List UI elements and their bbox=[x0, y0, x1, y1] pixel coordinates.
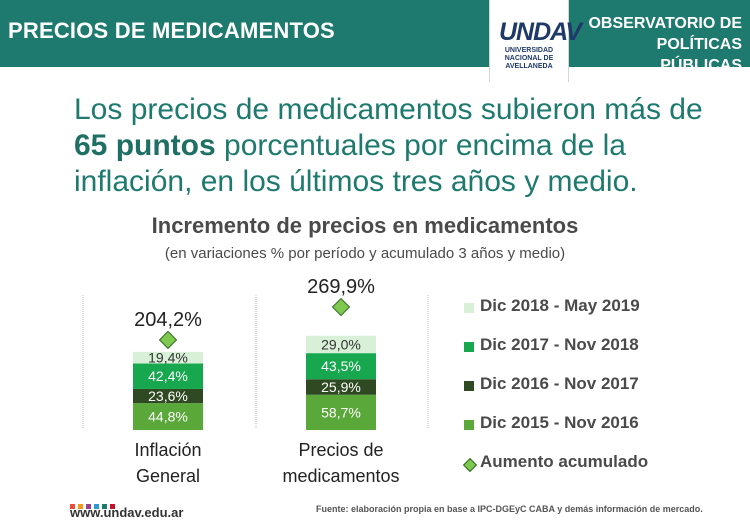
stacked-bar-chart: 44,8% 23,6% 42,4% 19,4% 204,2% Inflación Gener… bbox=[82, 276, 429, 486]
legend-label: Dic 2016 - Nov 2017 bbox=[480, 374, 639, 393]
category-label: Precios de bbox=[298, 440, 383, 460]
brand-dot bbox=[110, 504, 115, 509]
brand-dot bbox=[70, 504, 75, 509]
legend-label: Aumento acumulado bbox=[480, 452, 649, 471]
headline: Los precios de medicamentos subieron más… bbox=[74, 92, 714, 200]
category-label: medicamentos bbox=[282, 466, 399, 486]
bar-segment bbox=[306, 353, 376, 380]
legend-label: Dic 2018 - May 2019 bbox=[480, 296, 640, 315]
undav-logo: UNDAV UNIVERSIDAD NACIONAL DE AVELLANEDA bbox=[489, 0, 582, 82]
accumulated-diamond bbox=[158, 330, 178, 350]
bar-value-label: 23,6% bbox=[148, 388, 188, 404]
header-bar: PRECIOS DE MEDICAMENTOS UNDAV UNIVERSIDA… bbox=[0, 0, 750, 82]
bar-value-label: 58,7% bbox=[321, 404, 361, 420]
bar-value-label: 29,0% bbox=[321, 336, 361, 352]
bar-value-label: 25,9% bbox=[321, 379, 361, 395]
brand-dot bbox=[94, 504, 99, 509]
bar-segment bbox=[133, 351, 203, 364]
bar-value-label: 19,4% bbox=[148, 350, 188, 366]
diamond-icon bbox=[462, 457, 478, 473]
bar-value-label: 43,5% bbox=[321, 358, 361, 374]
legend-label: Dic 2017 - Nov 2018 bbox=[480, 335, 639, 354]
headline-part2: porcentuales por encima de la inflación,… bbox=[74, 129, 638, 198]
accumulated-value-label: 269,9% bbox=[307, 276, 375, 298]
category-label: Inflación bbox=[134, 440, 201, 460]
footer-url: www.undav.edu.ar bbox=[70, 505, 184, 520]
page-title: PRECIOS DE MEDICAMENTOS bbox=[8, 18, 335, 43]
accumulated-value-label: 204,2% bbox=[134, 309, 202, 331]
observatory-label: OBSERVATORIO DE POLÍTICAS PÚBLICAS bbox=[588, 15, 742, 74]
chart-title: Incremento de precios en medicamentos bbox=[151, 213, 579, 238]
headline-part1: Los precios de medicamentos subieron más… bbox=[74, 93, 703, 126]
footer-source: Fuente: elaboración propia en base a IPC… bbox=[316, 504, 703, 514]
bar-value-label: 44,8% bbox=[148, 409, 188, 425]
bar-segment bbox=[133, 388, 203, 404]
category-label: General bbox=[136, 466, 200, 486]
legend-swatch bbox=[464, 303, 474, 313]
bar-segment bbox=[133, 363, 203, 389]
legend-swatch bbox=[464, 342, 474, 352]
legend-label: Dic 2015 - Nov 2016 bbox=[480, 413, 639, 432]
legend-swatch bbox=[464, 420, 474, 430]
bar-value-label: 42,4% bbox=[148, 368, 188, 384]
brand-color-dots bbox=[70, 496, 118, 514]
bar-segment bbox=[306, 394, 376, 430]
brand-dot bbox=[102, 504, 107, 509]
headline-bold: 65 puntos bbox=[74, 129, 216, 162]
chart-subtitle: (en variaciones % por período y acumulad… bbox=[164, 245, 566, 262]
bar-segment bbox=[306, 335, 376, 354]
logo-university-name: UNIVERSIDAD NACIONAL DE AVELLANEDA bbox=[504, 47, 554, 70]
bar-segment bbox=[306, 379, 376, 395]
bar-segment bbox=[133, 403, 203, 430]
brand-dot bbox=[78, 504, 83, 509]
brand-dot bbox=[86, 504, 91, 509]
logo-mark: UNDAV bbox=[499, 18, 582, 46]
legend-swatch bbox=[464, 381, 474, 391]
accumulated-diamond bbox=[331, 297, 351, 317]
